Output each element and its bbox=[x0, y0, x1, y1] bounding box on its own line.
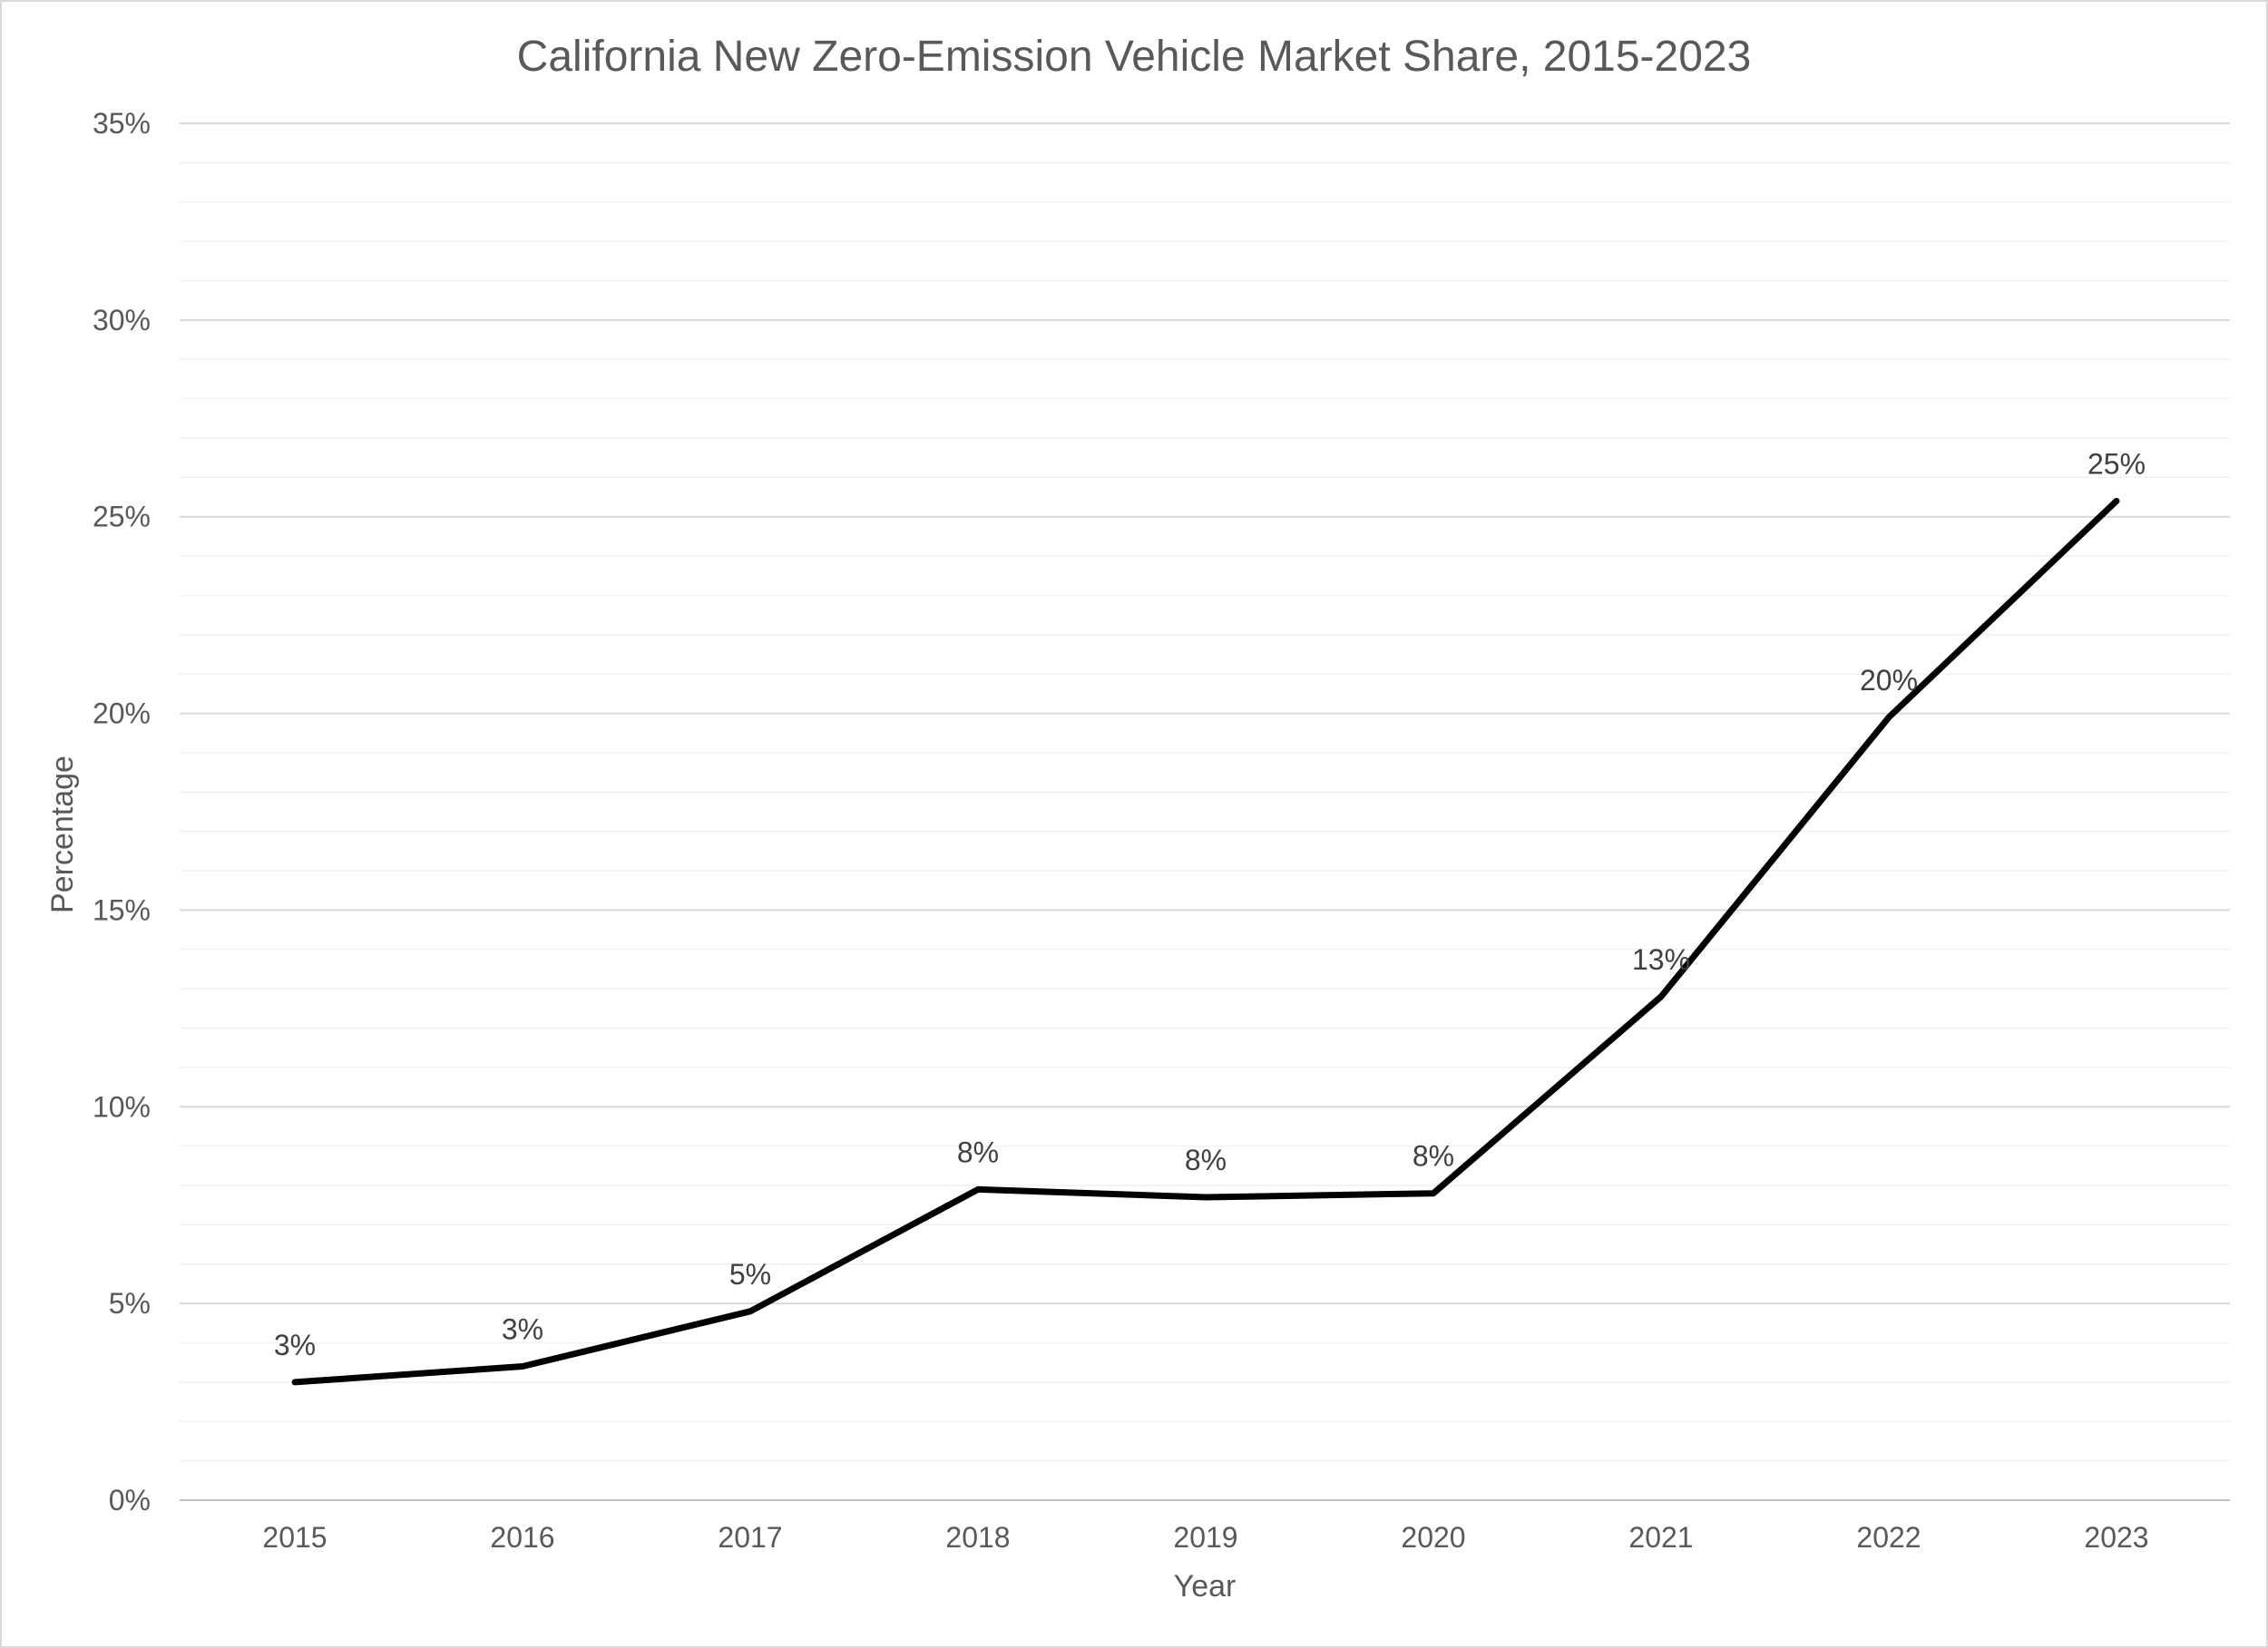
y-tick-label: 20% bbox=[93, 697, 151, 730]
data-label: 8% bbox=[957, 1136, 999, 1168]
x-tick-label: 2022 bbox=[1856, 1521, 1921, 1554]
data-label: 20% bbox=[1860, 664, 1918, 697]
y-axis-title: Percentage bbox=[45, 756, 80, 913]
y-tick-label: 10% bbox=[93, 1090, 151, 1123]
data-label: 8% bbox=[1185, 1144, 1227, 1176]
chart-title: California New Zero-Emission Vehicle Mar… bbox=[517, 33, 1752, 81]
x-tick-label: 2021 bbox=[1628, 1521, 1693, 1554]
minor-gridlines bbox=[180, 161, 2230, 1462]
data-label: 5% bbox=[729, 1258, 771, 1291]
x-tick-label: 2020 bbox=[1401, 1521, 1465, 1554]
x-tick-label: 2017 bbox=[718, 1521, 782, 1554]
x-tick-label: 2016 bbox=[490, 1521, 554, 1554]
x-tick-label: 2019 bbox=[1173, 1521, 1237, 1554]
y-axis-tick-labels: 0% 5% 10% 15% 20% 25% 30% 35% bbox=[93, 107, 151, 1516]
y-tick-label: 30% bbox=[93, 304, 151, 336]
y-tick-label: 5% bbox=[109, 1287, 151, 1320]
data-label: 3% bbox=[274, 1329, 316, 1361]
data-label: 25% bbox=[2087, 447, 2146, 480]
x-axis-title: Year bbox=[1174, 1569, 1237, 1604]
y-tick-label: 25% bbox=[93, 501, 151, 533]
data-labels: 3% 3% 5% 8% 8% 8% 13% 20% 25% bbox=[274, 447, 2146, 1361]
data-label: 13% bbox=[1632, 943, 1690, 976]
x-tick-label: 2023 bbox=[2084, 1521, 2148, 1554]
y-tick-label: 35% bbox=[93, 107, 151, 140]
data-label: 8% bbox=[1413, 1140, 1454, 1173]
data-label: 3% bbox=[502, 1313, 543, 1346]
x-tick-label: 2015 bbox=[262, 1521, 327, 1554]
x-tick-label: 2018 bbox=[945, 1521, 1010, 1554]
series-line bbox=[291, 497, 2120, 1386]
major-gridlines bbox=[180, 122, 2230, 1501]
series-group bbox=[291, 497, 2120, 1386]
y-tick-label: 15% bbox=[93, 893, 151, 926]
x-axis-tick-labels: 2015 2016 2017 2018 2019 2020 2021 2022 2023 bbox=[262, 1521, 2148, 1554]
y-tick-label: 0% bbox=[109, 1484, 151, 1516]
